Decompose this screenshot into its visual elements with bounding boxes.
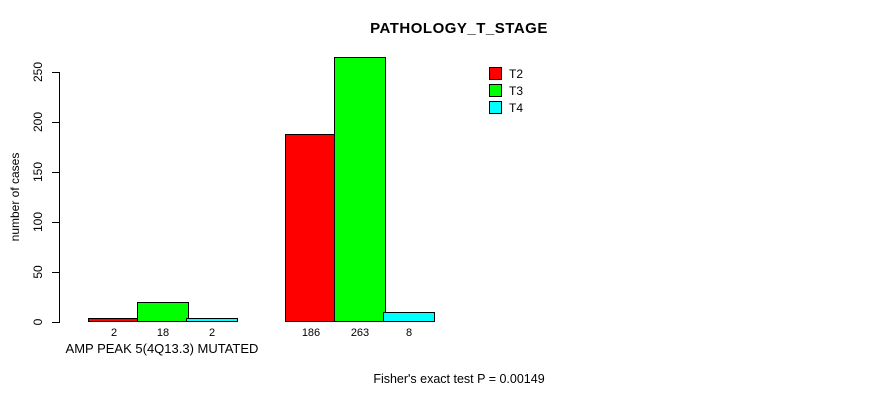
category-label: AMP PEAK 5(4Q13.3) MUTATED bbox=[65, 341, 259, 356]
bar-value-label: 2 bbox=[208, 327, 216, 339]
bar-t3-group1 bbox=[137, 302, 189, 322]
y-tick-mark bbox=[52, 272, 59, 273]
legend-swatch-icon bbox=[489, 84, 502, 97]
bar-t4-group1 bbox=[186, 318, 238, 322]
y-tick-label: 250 bbox=[31, 61, 45, 83]
y-tick-mark bbox=[52, 172, 59, 173]
y-tick-label: 50 bbox=[31, 265, 45, 279]
legend-label: T2 bbox=[509, 66, 524, 81]
y-tick-label: 200 bbox=[31, 111, 45, 133]
y-axis bbox=[59, 72, 60, 323]
legend-swatch-icon bbox=[489, 101, 502, 114]
legend-row-t2: T2 bbox=[489, 65, 523, 82]
bar-t2-group1 bbox=[88, 318, 140, 322]
y-tick-mark bbox=[52, 322, 59, 323]
chart-title: PATHOLOGY_T_STAGE bbox=[370, 20, 548, 37]
legend-row-t4: T4 bbox=[489, 99, 523, 116]
y-tick-label: 150 bbox=[31, 161, 45, 183]
legend-label: T3 bbox=[509, 83, 524, 98]
bar-value-label: 8 bbox=[405, 327, 413, 339]
y-tick-mark bbox=[52, 72, 59, 73]
legend-row-t3: T3 bbox=[489, 82, 523, 99]
legend-label: T4 bbox=[509, 100, 524, 115]
bar-t4-group2 bbox=[383, 312, 435, 322]
y-tick-mark bbox=[52, 122, 59, 123]
bar-t3-group2 bbox=[334, 57, 386, 322]
bar-t2-group2 bbox=[285, 134, 337, 322]
y-tick-label: 100 bbox=[31, 211, 45, 233]
legend-swatch-icon bbox=[489, 67, 502, 80]
legend: T2 T3 T4 bbox=[489, 65, 523, 116]
y-tick-label: 0 bbox=[31, 318, 45, 326]
y-tick-mark bbox=[52, 222, 59, 223]
bar-value-label: 2 bbox=[110, 327, 118, 339]
bar-value-label: 186 bbox=[301, 327, 321, 339]
bar-value-label: 18 bbox=[156, 327, 170, 339]
bar-value-label: 263 bbox=[350, 327, 370, 339]
y-axis-label: number of cases bbox=[8, 152, 22, 242]
annotation-text: Fisher's exact test P = 0.00149 bbox=[373, 372, 545, 386]
